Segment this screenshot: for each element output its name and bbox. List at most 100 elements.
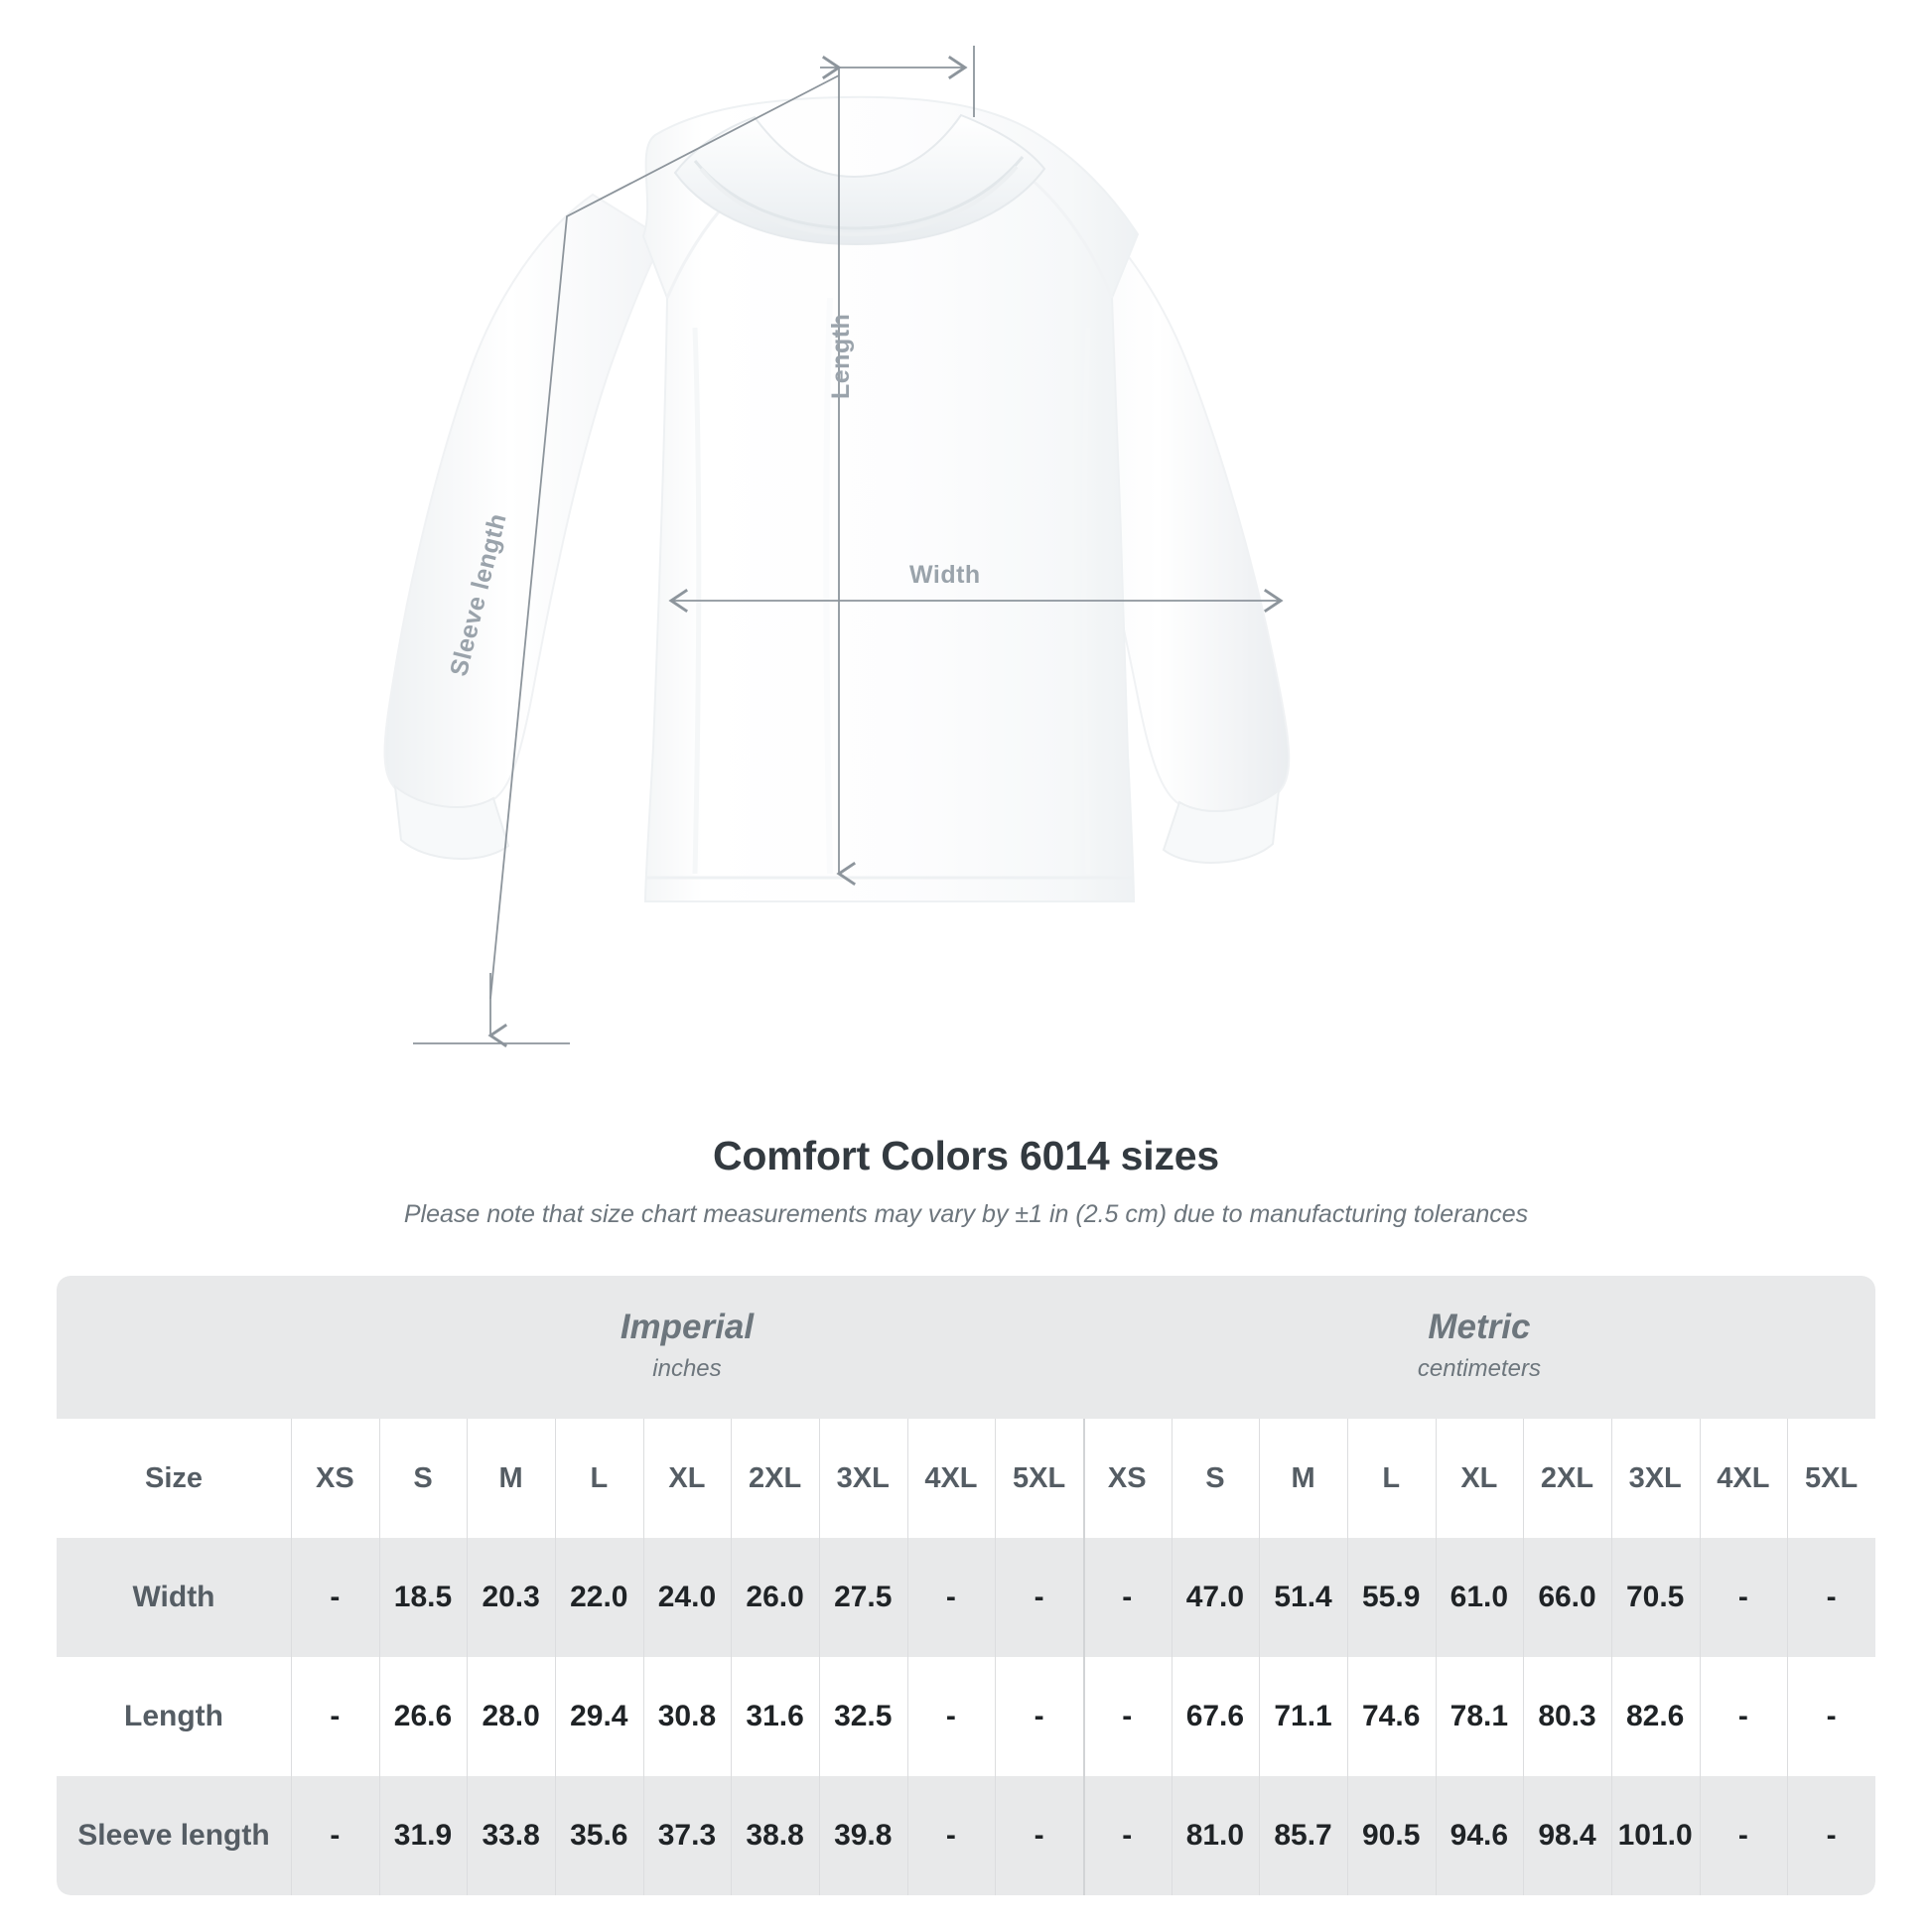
size-header-row: Size XS S M L XL 2XL 3XL 4XL 5XL XS S M L XL 2XL 3XL 4XL 5… — [57, 1419, 1875, 1538]
size-table-container: Imperial inches Metric centimeters Size XS S M L… — [57, 1276, 1875, 1895]
measurement-value: - — [995, 1776, 1083, 1895]
table-row: Length -26.6 28.0 29.4 30.8 31.6 32.5- - -67.6 71… — [57, 1657, 1875, 1776]
measurement-value: 39.8 — [818, 1776, 907, 1895]
size-column-header: M — [467, 1419, 555, 1538]
size-column-header: M — [1259, 1419, 1347, 1538]
unit-group-subtitle: centimeters — [1417, 1355, 1541, 1383]
measurement-value: 20.3 — [467, 1538, 555, 1657]
size-column-header: L — [554, 1419, 643, 1538]
table-row: Sleeve length -31.9 33.8 35.6 37.3 38.8 39.8- -… — [57, 1776, 1875, 1895]
measurement-value: - — [1082, 1776, 1172, 1895]
size-header-label: Size — [57, 1419, 291, 1538]
measurement-label: Length — [57, 1657, 291, 1776]
measurement-value: 81.0 — [1171, 1776, 1260, 1895]
measurement-value: 85.7 — [1259, 1776, 1347, 1895]
size-column-header: 2XL — [1523, 1419, 1611, 1538]
size-column-header: XS — [291, 1419, 379, 1538]
unit-group-name: Metric — [1428, 1307, 1531, 1346]
sleeve-length-line — [489, 74, 840, 1000]
unit-group-metric: Metric centimeters — [1082, 1276, 1875, 1419]
width-annotation-label: Width — [909, 561, 981, 589]
chart-caption: Comfort Colors 6014 sizes Please note th… — [0, 1132, 1932, 1231]
unit-group-name: Imperial — [620, 1307, 755, 1346]
size-column-header: XL — [1435, 1419, 1524, 1538]
tolerance-note: Please note that size chart measurements… — [403, 1200, 1529, 1229]
page-title: Comfort Colors 6014 sizes — [713, 1133, 1219, 1178]
measurement-value: 51.4 — [1259, 1538, 1347, 1657]
measurement-value: 31.9 — [378, 1776, 468, 1895]
size-column-header: 3XL — [1610, 1419, 1700, 1538]
measurement-value: 80.3 — [1523, 1657, 1611, 1776]
measurement-value: 101.0 — [1610, 1776, 1700, 1895]
garment-illustration: Length Width Sleeve length — [383, 46, 1291, 1047]
measurement-value: 90.5 — [1346, 1776, 1436, 1895]
measurement-value: - — [995, 1538, 1083, 1657]
measurement-value: - — [1787, 1776, 1875, 1895]
measurement-annotations — [413, 46, 1284, 1047]
measurement-value: 66.0 — [1523, 1538, 1611, 1657]
measurement-value: 47.0 — [1171, 1538, 1260, 1657]
measurement-value: 55.9 — [1346, 1538, 1436, 1657]
measurement-value: 18.5 — [378, 1538, 468, 1657]
measurement-value: 22.0 — [554, 1538, 643, 1657]
measurement-value: - — [1082, 1538, 1172, 1657]
length-annotation-label: Length — [827, 313, 855, 399]
size-column-header: 3XL — [818, 1419, 907, 1538]
unit-group-subtitle: inches — [652, 1355, 722, 1383]
measurement-value: 27.5 — [818, 1538, 907, 1657]
measurement-value: - — [1699, 1657, 1788, 1776]
size-column-header: L — [1346, 1419, 1436, 1538]
measurement-value: - — [291, 1538, 379, 1657]
measurement-value: 29.4 — [554, 1657, 643, 1776]
measurement-label: Width — [57, 1538, 291, 1657]
measurement-value: 71.1 — [1259, 1657, 1347, 1776]
measurement-value: 98.4 — [1523, 1776, 1611, 1895]
measurement-value: 38.8 — [731, 1776, 819, 1895]
measurement-value: 31.6 — [731, 1657, 819, 1776]
measurement-value: 37.3 — [642, 1776, 732, 1895]
measurement-value: 30.8 — [642, 1657, 732, 1776]
size-column-header: S — [1171, 1419, 1260, 1538]
measurement-value: 26.6 — [378, 1657, 468, 1776]
measurement-value: - — [906, 1776, 996, 1895]
measurement-value: - — [291, 1657, 379, 1776]
measurement-value: - — [995, 1657, 1083, 1776]
measurement-value: 33.8 — [467, 1776, 555, 1895]
size-column-header: 4XL — [906, 1419, 996, 1538]
size-column-header: XS — [1082, 1419, 1172, 1538]
size-column-header: 5XL — [1787, 1419, 1875, 1538]
measurement-value: 70.5 — [1610, 1538, 1700, 1657]
measurement-value: - — [1787, 1538, 1875, 1657]
measurement-value: - — [906, 1657, 996, 1776]
measurement-value: - — [1699, 1538, 1788, 1657]
measurement-value: 28.0 — [467, 1657, 555, 1776]
measurement-value: 61.0 — [1435, 1538, 1524, 1657]
measurement-value: 78.1 — [1435, 1657, 1524, 1776]
measurement-label: Sleeve length — [57, 1776, 291, 1895]
measurement-value: - — [906, 1538, 996, 1657]
table-row: Width -18.5 20.3 22.0 24.0 26.0 27.5- - -47.0 51.… — [57, 1538, 1875, 1657]
measurement-value: 35.6 — [554, 1776, 643, 1895]
measurement-value: 82.6 — [1610, 1657, 1700, 1776]
measurement-value: 94.6 — [1435, 1776, 1524, 1895]
size-column-header: XL — [642, 1419, 732, 1538]
unit-group-row: Imperial inches Metric centimeters — [57, 1276, 1875, 1419]
measurement-value: 74.6 — [1346, 1657, 1436, 1776]
shirt-diagram-svg — [383, 46, 1291, 1047]
size-column-header: 5XL — [995, 1419, 1083, 1538]
size-column-header: S — [378, 1419, 468, 1538]
measurement-value: - — [1082, 1657, 1172, 1776]
shirt-graphic — [383, 95, 1291, 902]
measurement-value: 32.5 — [818, 1657, 907, 1776]
measurement-value: - — [291, 1776, 379, 1895]
size-column-header: 4XL — [1699, 1419, 1788, 1538]
size-table: Imperial inches Metric centimeters Size XS S M L… — [57, 1276, 1875, 1895]
unit-group-imperial: Imperial inches — [291, 1276, 1083, 1419]
measurement-value: - — [1787, 1657, 1875, 1776]
measurement-value: - — [1699, 1776, 1788, 1895]
unit-row-spacer — [57, 1276, 291, 1419]
measurement-value: 24.0 — [642, 1538, 732, 1657]
size-column-header: 2XL — [731, 1419, 819, 1538]
measurement-value: 67.6 — [1171, 1657, 1260, 1776]
